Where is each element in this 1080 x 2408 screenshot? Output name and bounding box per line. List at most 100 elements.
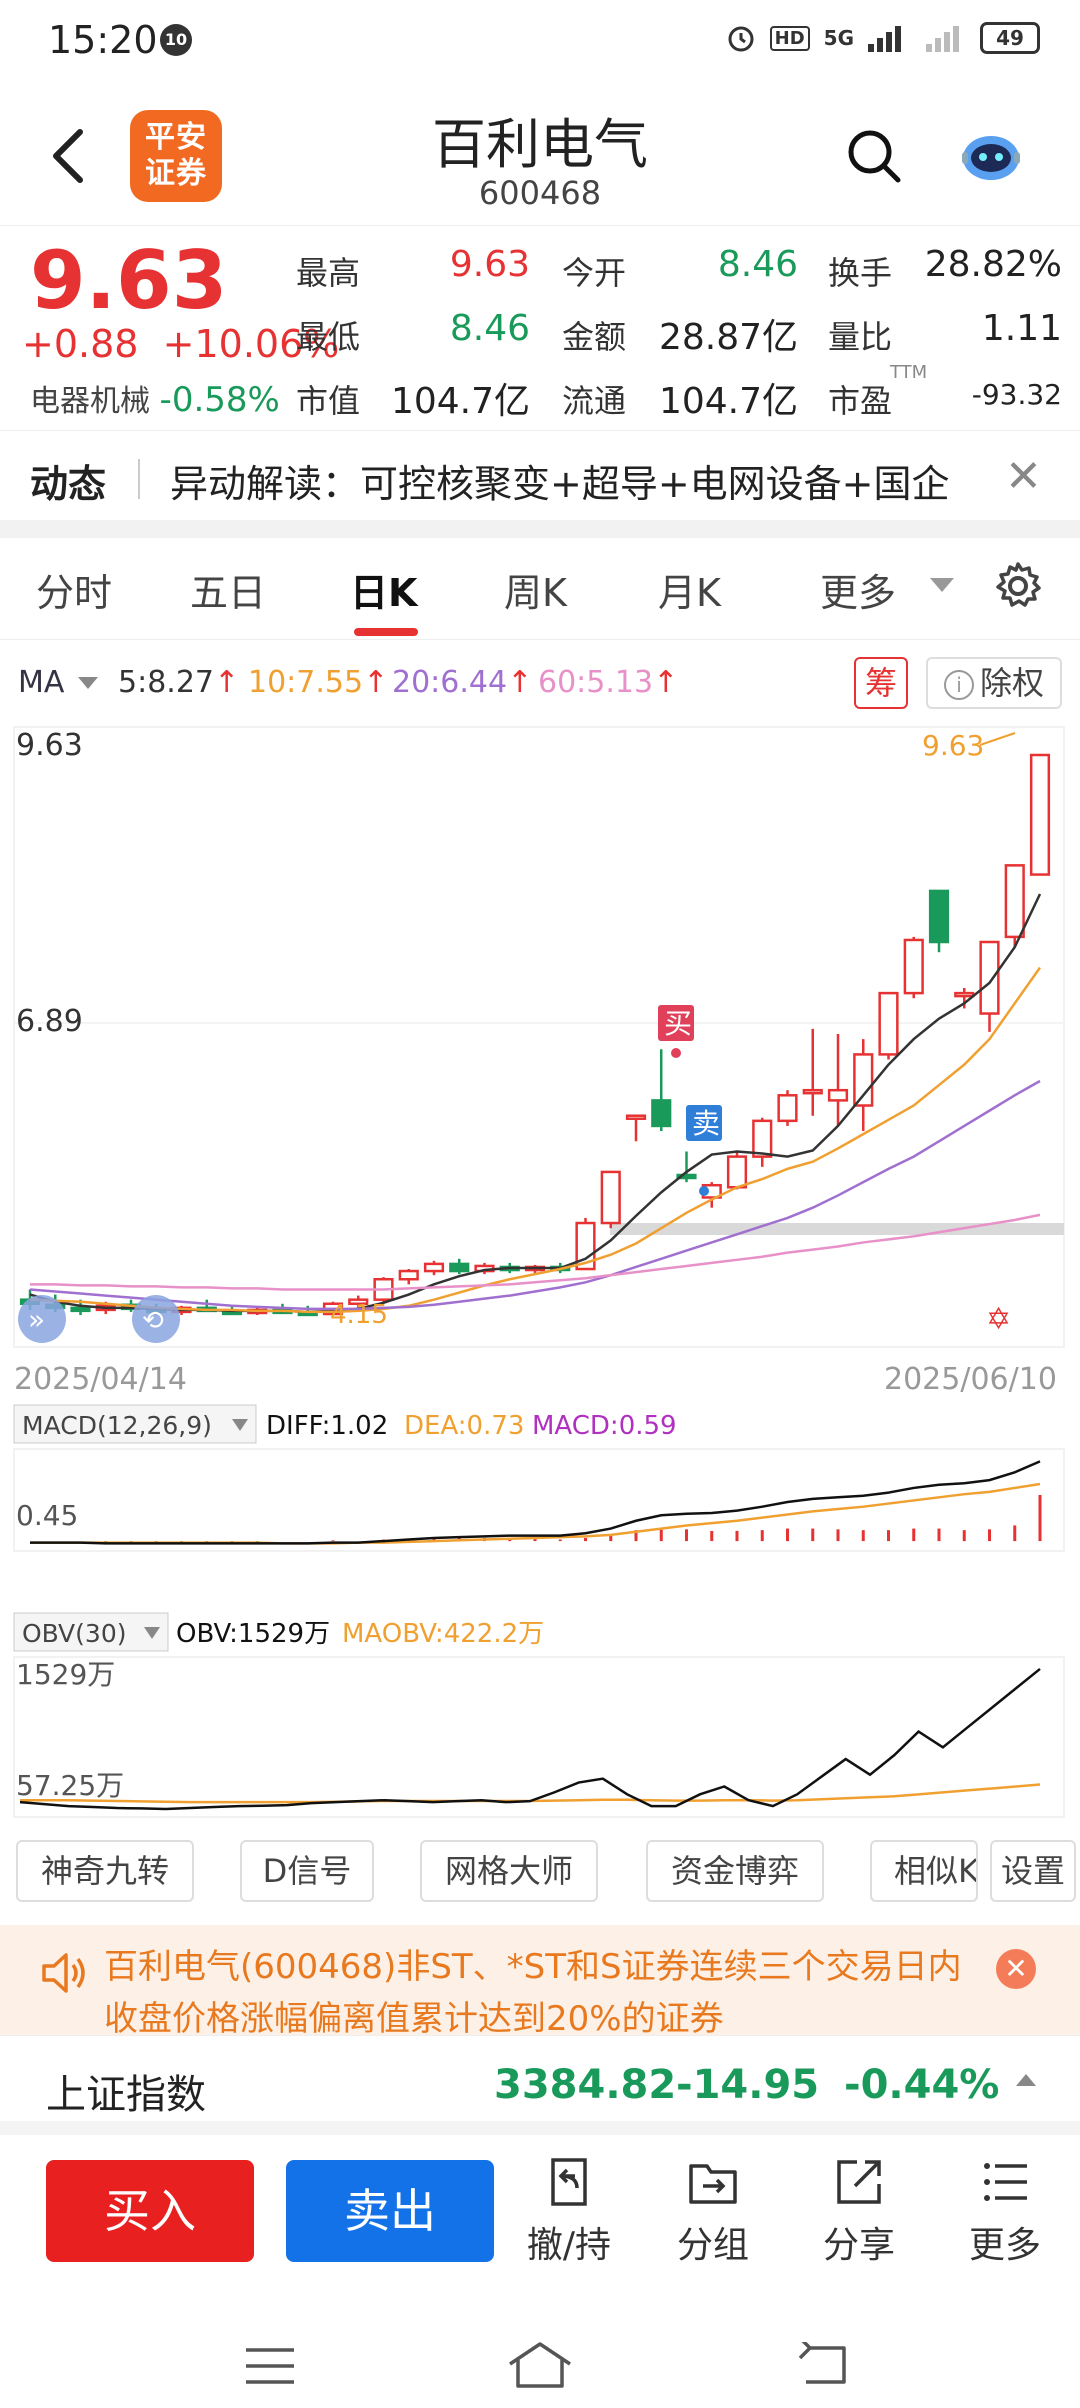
cancel-hold-button[interactable]: 撤/持 — [514, 2150, 624, 2268]
search-icon[interactable] — [846, 128, 902, 184]
buy-marker[interactable] — [658, 1005, 694, 1041]
obv-selector[interactable] — [13, 1612, 169, 1652]
gear-icon[interactable] — [992, 560, 1044, 612]
candle-up — [827, 1088, 849, 1102]
x-axis-start-label: 2025/04/14 — [14, 1362, 187, 1397]
quote-panel: 9.63 +0.88 +10.06% 电器机械 -0.58% 最高 9.63 最… — [0, 225, 1080, 425]
sell-marker-dot — [699, 1186, 709, 1196]
candle-up — [575, 1221, 596, 1271]
back-arrow-icon[interactable] — [46, 126, 90, 186]
share-label: 分享 — [822, 2225, 895, 2266]
macd-selector-label: MACD(12,26,9) — [22, 1411, 212, 1440]
section-divider — [0, 520, 1080, 538]
ma-lines — [29, 893, 1042, 1314]
obv-dropdown-icon — [144, 1627, 160, 1639]
tab-five-day[interactable]: 五日 — [190, 571, 267, 615]
stock-name: 百利电气 — [432, 113, 648, 176]
candle-down — [651, 1099, 672, 1128]
expand-button[interactable] — [18, 1295, 66, 1343]
news-tag: 动态 — [30, 462, 107, 506]
macd-panel-frame — [13, 1448, 1065, 1552]
support-band — [610, 1223, 1064, 1235]
ma10-text: 10:7.55 — [248, 665, 364, 700]
tool-settings[interactable]: 设置 — [990, 1840, 1076, 1902]
ma-dropdown-icon[interactable] — [78, 677, 98, 691]
speaker-icon — [42, 1953, 85, 1993]
candle-up — [348, 1298, 369, 1306]
adjust-button[interactable]: i 除权 — [926, 657, 1062, 709]
sector-change: -0.58% — [159, 380, 280, 420]
status-bar: 15:20 10 HD 5G 49 — [0, 0, 1080, 90]
group-button[interactable]: 分组 — [658, 2150, 768, 2268]
cancel-hold-label: 撤/持 — [526, 2225, 612, 2266]
adjust-label: 除权 — [979, 664, 1044, 702]
high-price-label: 9.63 — [922, 729, 984, 762]
news-headline[interactable]: 异动解读：可控核聚变+超导+电网设备+国企 — [170, 462, 950, 506]
ma20-value: 20:6.44↑ — [392, 665, 532, 700]
back-icon[interactable] — [796, 2342, 850, 2388]
up-arrow-icon: ↑ — [363, 665, 389, 700]
y-axis-top-label: 9.63 — [16, 728, 83, 763]
macd-y-label: 0.45 — [16, 1499, 78, 1532]
candle-up — [398, 1269, 419, 1281]
amount-label: 金额 — [562, 318, 627, 356]
close-icon[interactable]: ✕ — [1005, 451, 1042, 502]
expand-up-icon[interactable] — [1016, 2074, 1036, 2086]
market-cap-value: 104.7亿 — [390, 381, 530, 422]
reset-button[interactable] — [132, 1295, 180, 1343]
more-button[interactable]: 更多 — [950, 2150, 1060, 2268]
main-chart-frame — [13, 726, 1065, 1348]
assistant-robot-icon[interactable] — [960, 128, 1022, 184]
tool-d-signal[interactable]: D信号 — [240, 1840, 374, 1902]
macd-diff-value: DIFF:1.02 — [266, 1411, 388, 1441]
chip-distribution-button[interactable]: 筹 — [854, 657, 908, 709]
obv-selector-label: OBV(30) — [22, 1619, 126, 1648]
macd-hist-value: MACD:0.59 — [532, 1411, 677, 1441]
candle-up — [802, 1088, 823, 1095]
tab-monthly-k[interactable]: 月K — [658, 571, 721, 615]
turnover-label: 换手 — [828, 254, 893, 292]
tab-more[interactable]: 更多 — [820, 571, 897, 615]
tab-weekly-k[interactable]: 周K — [504, 571, 567, 615]
trade-action-bar: 买入 卖出 撤/持 分组 分享 更多 — [0, 2150, 1080, 2290]
menu-icon[interactable] — [244, 2346, 296, 2386]
obv-series — [19, 1667, 1041, 1811]
event-star-icon[interactable]: ✡ — [986, 1302, 1011, 1337]
ttm-superscript: TTM — [890, 362, 928, 383]
float-cap-label: 流通 — [562, 382, 627, 420]
tool-fund-game[interactable]: 资金博弈 — [646, 1840, 824, 1902]
indicator-tools-row: 神奇九转 D信号 网格大师 资金博弈 相似K 设置 — [0, 1840, 1080, 1910]
low-price-label: 4.15 — [330, 1300, 388, 1330]
reset-icon: ⟲ — [142, 1306, 164, 1336]
news-ticker[interactable]: 动态 异动解读：可控核聚变+超导+电网设备+国企 ✕ — [0, 430, 1080, 520]
close-icon[interactable]: ✕ — [996, 1949, 1036, 1989]
macd-selector[interactable] — [13, 1404, 257, 1444]
buy-button[interactable]: 买入 — [46, 2160, 254, 2262]
home-icon[interactable] — [506, 2340, 574, 2390]
tab-daily-k[interactable]: 日K — [350, 571, 418, 615]
pe-value: -93.32 — [971, 378, 1062, 411]
tool-similar-k[interactable]: 相似K — [870, 1840, 978, 1902]
sell-button[interactable]: 卖出 — [286, 2160, 494, 2262]
candle-up — [954, 991, 975, 998]
sector-info[interactable]: 电器机械 -0.58% — [30, 376, 280, 420]
ma-legend-row: MA 5:8.27↑ 10:7.55↑ 20:6.44↑ 60:5.13↑ 筹 … — [0, 655, 1080, 711]
macd-dropdown-icon — [232, 1419, 248, 1431]
warning-text: 百利电气(600468)非ST、*ST和S证券连续三个交易日内收盘价格涨幅偏离值… — [104, 1947, 962, 2035]
sell-marker[interactable] — [686, 1105, 722, 1141]
group-label: 分组 — [676, 2225, 749, 2266]
candle-up — [1004, 864, 1025, 939]
risk-warning-banner[interactable]: 百利电气(600468)非ST、*ST和S证券连续三个交易日内收盘价格涨幅偏离值… — [0, 1925, 1080, 2035]
tab-intraday[interactable]: 分时 — [36, 571, 113, 615]
share-button[interactable]: 分享 — [804, 2150, 914, 2268]
tool-grid-master[interactable]: 网格大师 — [420, 1840, 598, 1902]
kline-chart-area[interactable]: 9.63 6.89 4.15 9.63 买 卖 » ⟲ ✡ 2025/04/14… — [0, 715, 1080, 1835]
broker-logo[interactable]: 平安 证券 — [130, 110, 222, 202]
battery-icon: 49 — [980, 22, 1040, 54]
network-label: 5G — [823, 26, 854, 50]
market-index-bar[interactable]: 上证指数 3384.82 -14.95 -0.44% — [0, 2035, 1080, 2135]
candle-up — [625, 1114, 647, 1120]
market-cap-label: 市值 — [296, 382, 361, 420]
ma-selector[interactable]: MA — [18, 665, 65, 700]
tool-magic-nine[interactable]: 神奇九转 — [16, 1840, 194, 1902]
